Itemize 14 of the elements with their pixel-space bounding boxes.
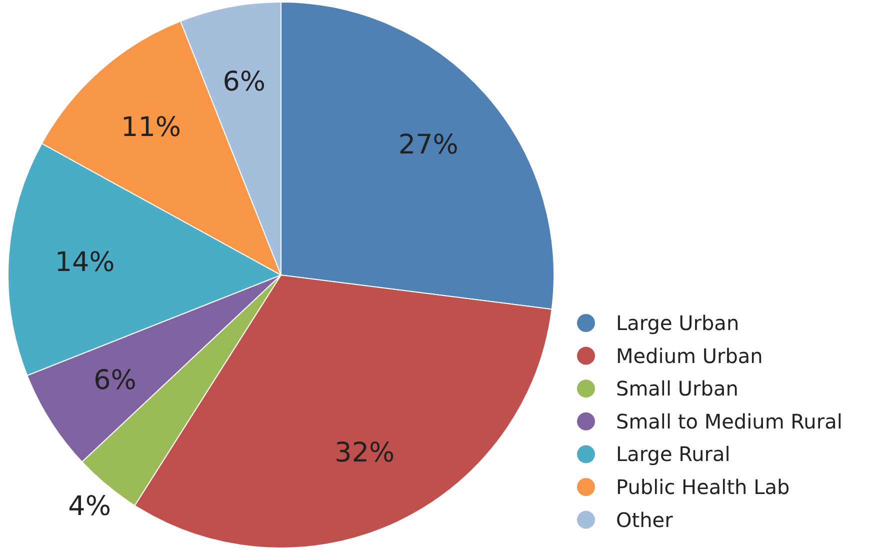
legend-label: Public Health Lab <box>616 475 790 499</box>
legend-label: Large Urban <box>616 311 740 335</box>
data-label: 6% <box>94 364 136 396</box>
data-label: 6% <box>222 66 266 98</box>
data-label: 11% <box>121 112 182 144</box>
data-label: 14% <box>54 247 115 278</box>
legend-label: Small to Medium Rural <box>616 409 842 434</box>
data-label: 27% <box>398 130 458 161</box>
legend-label: Small Urban <box>616 376 738 401</box>
data-label: 4% <box>68 490 112 522</box>
data-label: 32% <box>334 437 395 468</box>
legend-label: Large Rural <box>616 442 730 466</box>
legend-label: Other <box>616 508 674 532</box>
legend-label: Medium Urban <box>616 344 763 368</box>
